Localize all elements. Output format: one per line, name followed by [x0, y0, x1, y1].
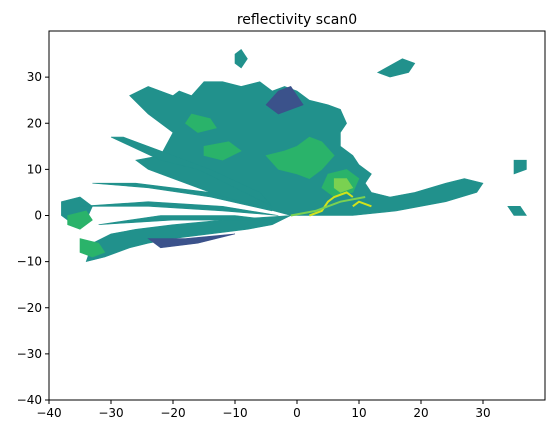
x-tick-label: 30 — [475, 406, 490, 420]
x-tick-label: 0 — [293, 406, 301, 420]
echo-region-17 — [333, 178, 354, 193]
y-tick-label: 30 — [27, 70, 42, 84]
x-tick-label: 10 — [351, 406, 366, 420]
x-tick-label: −40 — [36, 406, 61, 420]
y-axis: −40 −30 −20 −10 0 10 20 30 — [17, 70, 49, 407]
x-axis: −40 −30 −20 −10 0 10 20 30 — [36, 400, 491, 420]
x-tick-label: 20 — [413, 406, 428, 420]
echo-region-9 — [507, 206, 527, 216]
echo-region-14 — [79, 238, 106, 258]
x-tick-label: −10 — [222, 406, 247, 420]
y-tick-label: 0 — [34, 209, 42, 223]
echo-line-1 — [352, 200, 372, 208]
y-tick-label: −10 — [17, 255, 42, 269]
echo-region-13 — [67, 210, 93, 230]
echo-region-4 — [92, 182, 273, 212]
x-tick-label: −30 — [98, 406, 123, 420]
echo-region-1 — [85, 215, 291, 263]
y-tick-label: −20 — [17, 301, 42, 315]
echo-region-18 — [265, 86, 304, 115]
echo-line-2 — [290, 196, 366, 217]
echo-region-15 — [203, 141, 242, 161]
echo-region-11 — [184, 113, 217, 133]
echo-region-12 — [265, 136, 335, 179]
echo-region-19 — [147, 233, 236, 249]
reflectivity-echoes — [61, 48, 527, 263]
echo-region-6 — [98, 215, 273, 225]
x-tick-label: −20 — [160, 406, 185, 420]
echo-region-8 — [513, 159, 527, 175]
echo-line-0 — [309, 191, 354, 217]
echo-region-7 — [234, 48, 248, 69]
echo-region-3 — [110, 136, 273, 207]
y-tick-label: −30 — [17, 347, 42, 361]
echo-region-10 — [376, 58, 416, 78]
y-tick-label: 10 — [27, 162, 42, 176]
y-tick-label: 20 — [27, 116, 42, 130]
chart-title: reflectivity scan0 — [237, 12, 357, 28]
echo-region-5 — [79, 201, 279, 216]
y-tick-label: −40 — [17, 393, 42, 407]
